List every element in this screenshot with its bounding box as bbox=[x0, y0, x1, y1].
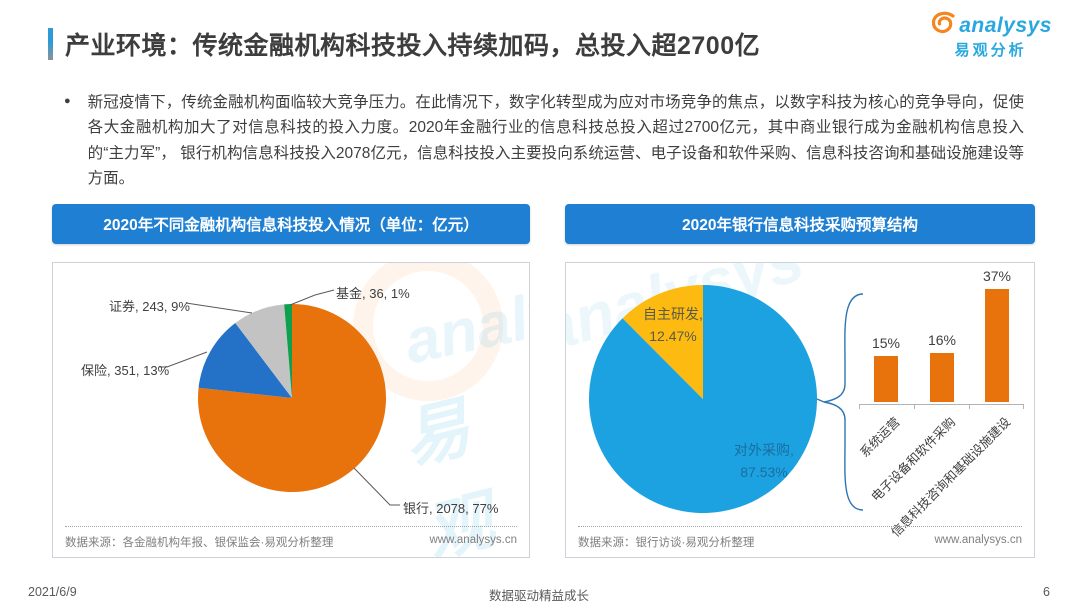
footer-page-number: 6 bbox=[1043, 585, 1050, 599]
title-row: 产业环境：传统金融机构科技投入持续加码，总投入超2700亿 bbox=[48, 26, 760, 62]
footer-motto: 数据驱动精益成长 bbox=[488, 589, 589, 603]
right-chart-panel: analysys 自主研发, 12.47% 对外采购, 87.53% 15% bbox=[565, 262, 1035, 558]
right-source-label: 数据来源：银行访谈·易观分析整理 bbox=[578, 537, 755, 549]
pie-label-external: 对外采购, 87.53% bbox=[734, 442, 794, 481]
left-source-url: www.analysys.cn bbox=[429, 534, 517, 546]
bar-rect bbox=[985, 289, 1009, 402]
pie-label-self-rd: 自主研发, 12.47% bbox=[643, 306, 703, 345]
pie-slice-基金 bbox=[284, 304, 292, 398]
pie-label-bank: 银行, 2078, 77% bbox=[403, 501, 499, 516]
left-chart-panel: analysys 易观 基金, 36, 1% 证券, 243, 9% 保险, 3… bbox=[52, 262, 530, 558]
bar-system-ops: 15% bbox=[872, 335, 900, 402]
pie-label-insurance: 保险, 351, 13% bbox=[81, 363, 170, 378]
intro-bullet-block: ● 新冠疫情下，传统金融机构面临较大竞争压力。在此情况下，数字化转型成为应对市场… bbox=[64, 90, 1024, 191]
logo-swirl-icon bbox=[932, 11, 955, 34]
pie-label-securities: 证券, 243, 9% bbox=[109, 299, 190, 314]
institution-pie-chart bbox=[159, 289, 400, 506]
leader-line-bank bbox=[353, 467, 400, 506]
bar-consulting-infra: 37% bbox=[983, 268, 1011, 402]
bar-value-label: 16% bbox=[927, 332, 957, 348]
right-chart-title: 2020年银行信息科技采购预算结构 bbox=[565, 204, 1035, 244]
right-source-row: 数据来源：银行访谈·易观分析整理 www.analysys.cn bbox=[578, 526, 1022, 550]
analysys-logo: analysys 易观分析 bbox=[929, 10, 1052, 60]
bar-rect bbox=[874, 356, 898, 402]
bar-hardware-software: 16% bbox=[928, 332, 956, 402]
page-title: 产业环境：传统金融机构科技投入持续加码，总投入超2700亿 bbox=[65, 32, 761, 60]
left-source-row: 数据来源：各金融机构年报、银保监会·易观分析整理 www.analysys.cn bbox=[65, 526, 517, 550]
leader-line-funds bbox=[289, 289, 335, 306]
footer-date: 2021/6/9 bbox=[28, 585, 77, 599]
pie-slice-保险 bbox=[198, 323, 292, 398]
left-chart-title: 2020年不同金融机构信息科技投入情况（单位：亿元） bbox=[52, 204, 530, 244]
right-source-url: www.analysys.cn bbox=[934, 534, 1022, 546]
bullet-icon: ● bbox=[64, 95, 71, 107]
brace-icon bbox=[823, 293, 864, 511]
bar-rect bbox=[930, 353, 954, 402]
pie-slice-证券 bbox=[235, 304, 292, 398]
brace-connector bbox=[816, 398, 825, 403]
logo-brand-cn: 易观分析 bbox=[954, 42, 1027, 59]
bar-axis bbox=[859, 404, 1024, 409]
pie-label-funds: 基金, 36, 1% bbox=[336, 286, 410, 301]
slide-footer: 数据驱动精益成长 2021/6/9 6 bbox=[28, 585, 1050, 603]
procurement-pie-chart bbox=[589, 285, 864, 513]
title-accent-bar bbox=[48, 28, 53, 60]
left-source-label: 数据来源：各金融机构年报、银保监会·易观分析整理 bbox=[65, 537, 334, 549]
intro-text: 新冠疫情下，传统金融机构面临较大竞争压力。在此情况下，数字化转型成为应对市场竞争… bbox=[87, 94, 1024, 187]
bar-value-label: 37% bbox=[982, 268, 1012, 284]
leader-line-insurance bbox=[159, 351, 208, 368]
logo-brand-en: analysys bbox=[959, 14, 1052, 37]
bar-value-label: 15% bbox=[871, 335, 901, 351]
pie-slice-自主研发 bbox=[622, 285, 703, 399]
leader-line-securities bbox=[185, 302, 253, 314]
